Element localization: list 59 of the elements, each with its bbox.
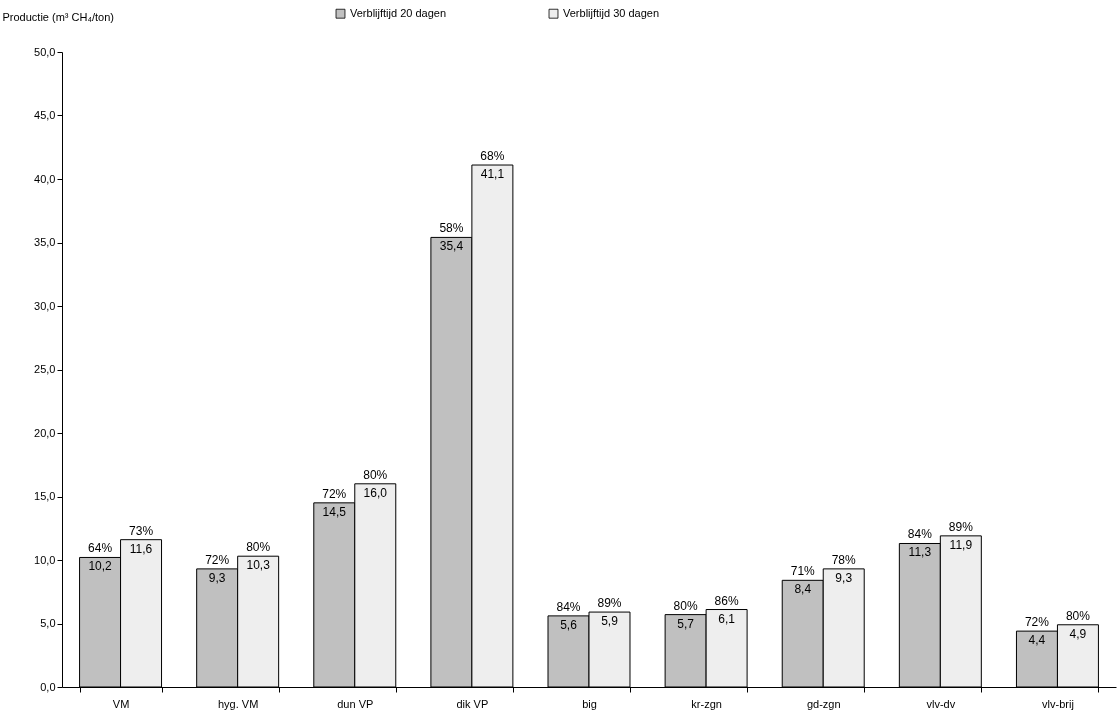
annotation: 80%	[673, 598, 698, 613]
data-label: 9,3	[208, 570, 226, 585]
y-tick-label: 0,0	[40, 680, 56, 693]
y-axis-title: Productie (m³ CH₄/ton)	[2, 10, 114, 23]
x-tick-label: kr-zgn	[691, 697, 722, 710]
annotation: 89%	[948, 519, 974, 534]
legend-label: Verblijftijd 20 dagen	[350, 6, 447, 19]
annotation: 86%	[714, 593, 739, 608]
annotation: 72%	[205, 552, 230, 567]
annotation: 64%	[88, 541, 113, 556]
x-tick-label: vlv-dv	[926, 697, 956, 710]
x-tick-label: VM	[112, 697, 130, 710]
y-tick-label: 45,0	[34, 109, 56, 121]
y-tick-label: 20,0	[34, 426, 56, 439]
x-tick-label: dik VP	[456, 697, 489, 710]
y-tick-label: 35,0	[34, 236, 56, 248]
data-label: 14,5	[322, 504, 347, 519]
x-tick-label: dun VP	[337, 697, 374, 710]
annotation: 71%	[790, 564, 816, 579]
data-label: 5,6	[560, 617, 578, 632]
data-label: 10,2	[88, 559, 113, 574]
y-tick-label: 10,0	[34, 553, 56, 566]
annotation: 80%	[246, 540, 271, 555]
y-tick-label: 15,0	[34, 490, 56, 502]
annotation: 80%	[1065, 608, 1091, 623]
data-label: 10,3	[246, 558, 271, 573]
annotation: 68%	[480, 149, 505, 164]
data-label: 41,1	[480, 167, 505, 182]
y-tick-label: 40,0	[34, 172, 56, 185]
annotation: 72%	[1024, 615, 1050, 630]
x-tick-label: vlv-brij	[1042, 697, 1074, 710]
data-label: 11,9	[949, 537, 973, 552]
annotation: 89%	[597, 596, 622, 611]
data-label: 35,4	[439, 239, 464, 254]
x-tick-label: big	[582, 697, 597, 710]
annotation: 72%	[322, 486, 347, 501]
y-tick-label: 25,0	[34, 363, 56, 375]
annotation: 84%	[556, 599, 581, 614]
data-label: 5,9	[601, 614, 619, 629]
annotation: 80%	[363, 467, 388, 482]
data-label: 11,6	[129, 541, 153, 556]
data-label: 9,3	[835, 570, 853, 585]
annotation: 84%	[907, 527, 933, 542]
y-tick-label: 50,0	[34, 45, 56, 58]
annotation: 78%	[831, 552, 857, 567]
data-label: 4,9	[1069, 626, 1087, 641]
legend-label: Verblijftijd 30 dagen	[563, 6, 660, 19]
x-tick-label: hyg. VM	[217, 697, 259, 710]
data-label: 11,3	[908, 545, 932, 560]
data-label: 6,1	[718, 611, 736, 626]
data-label: 4,4	[1028, 633, 1046, 648]
annotation: 73%	[129, 523, 154, 538]
data-label: 5,7	[677, 616, 695, 631]
data-label: 16,0	[363, 485, 388, 500]
y-tick-label: 5,0	[40, 617, 56, 629]
x-tick-label: gd-zgn	[806, 697, 841, 710]
y-tick-label: 30,0	[34, 299, 56, 312]
data-label: 8,4	[794, 582, 812, 597]
annotation: 58%	[439, 221, 464, 236]
